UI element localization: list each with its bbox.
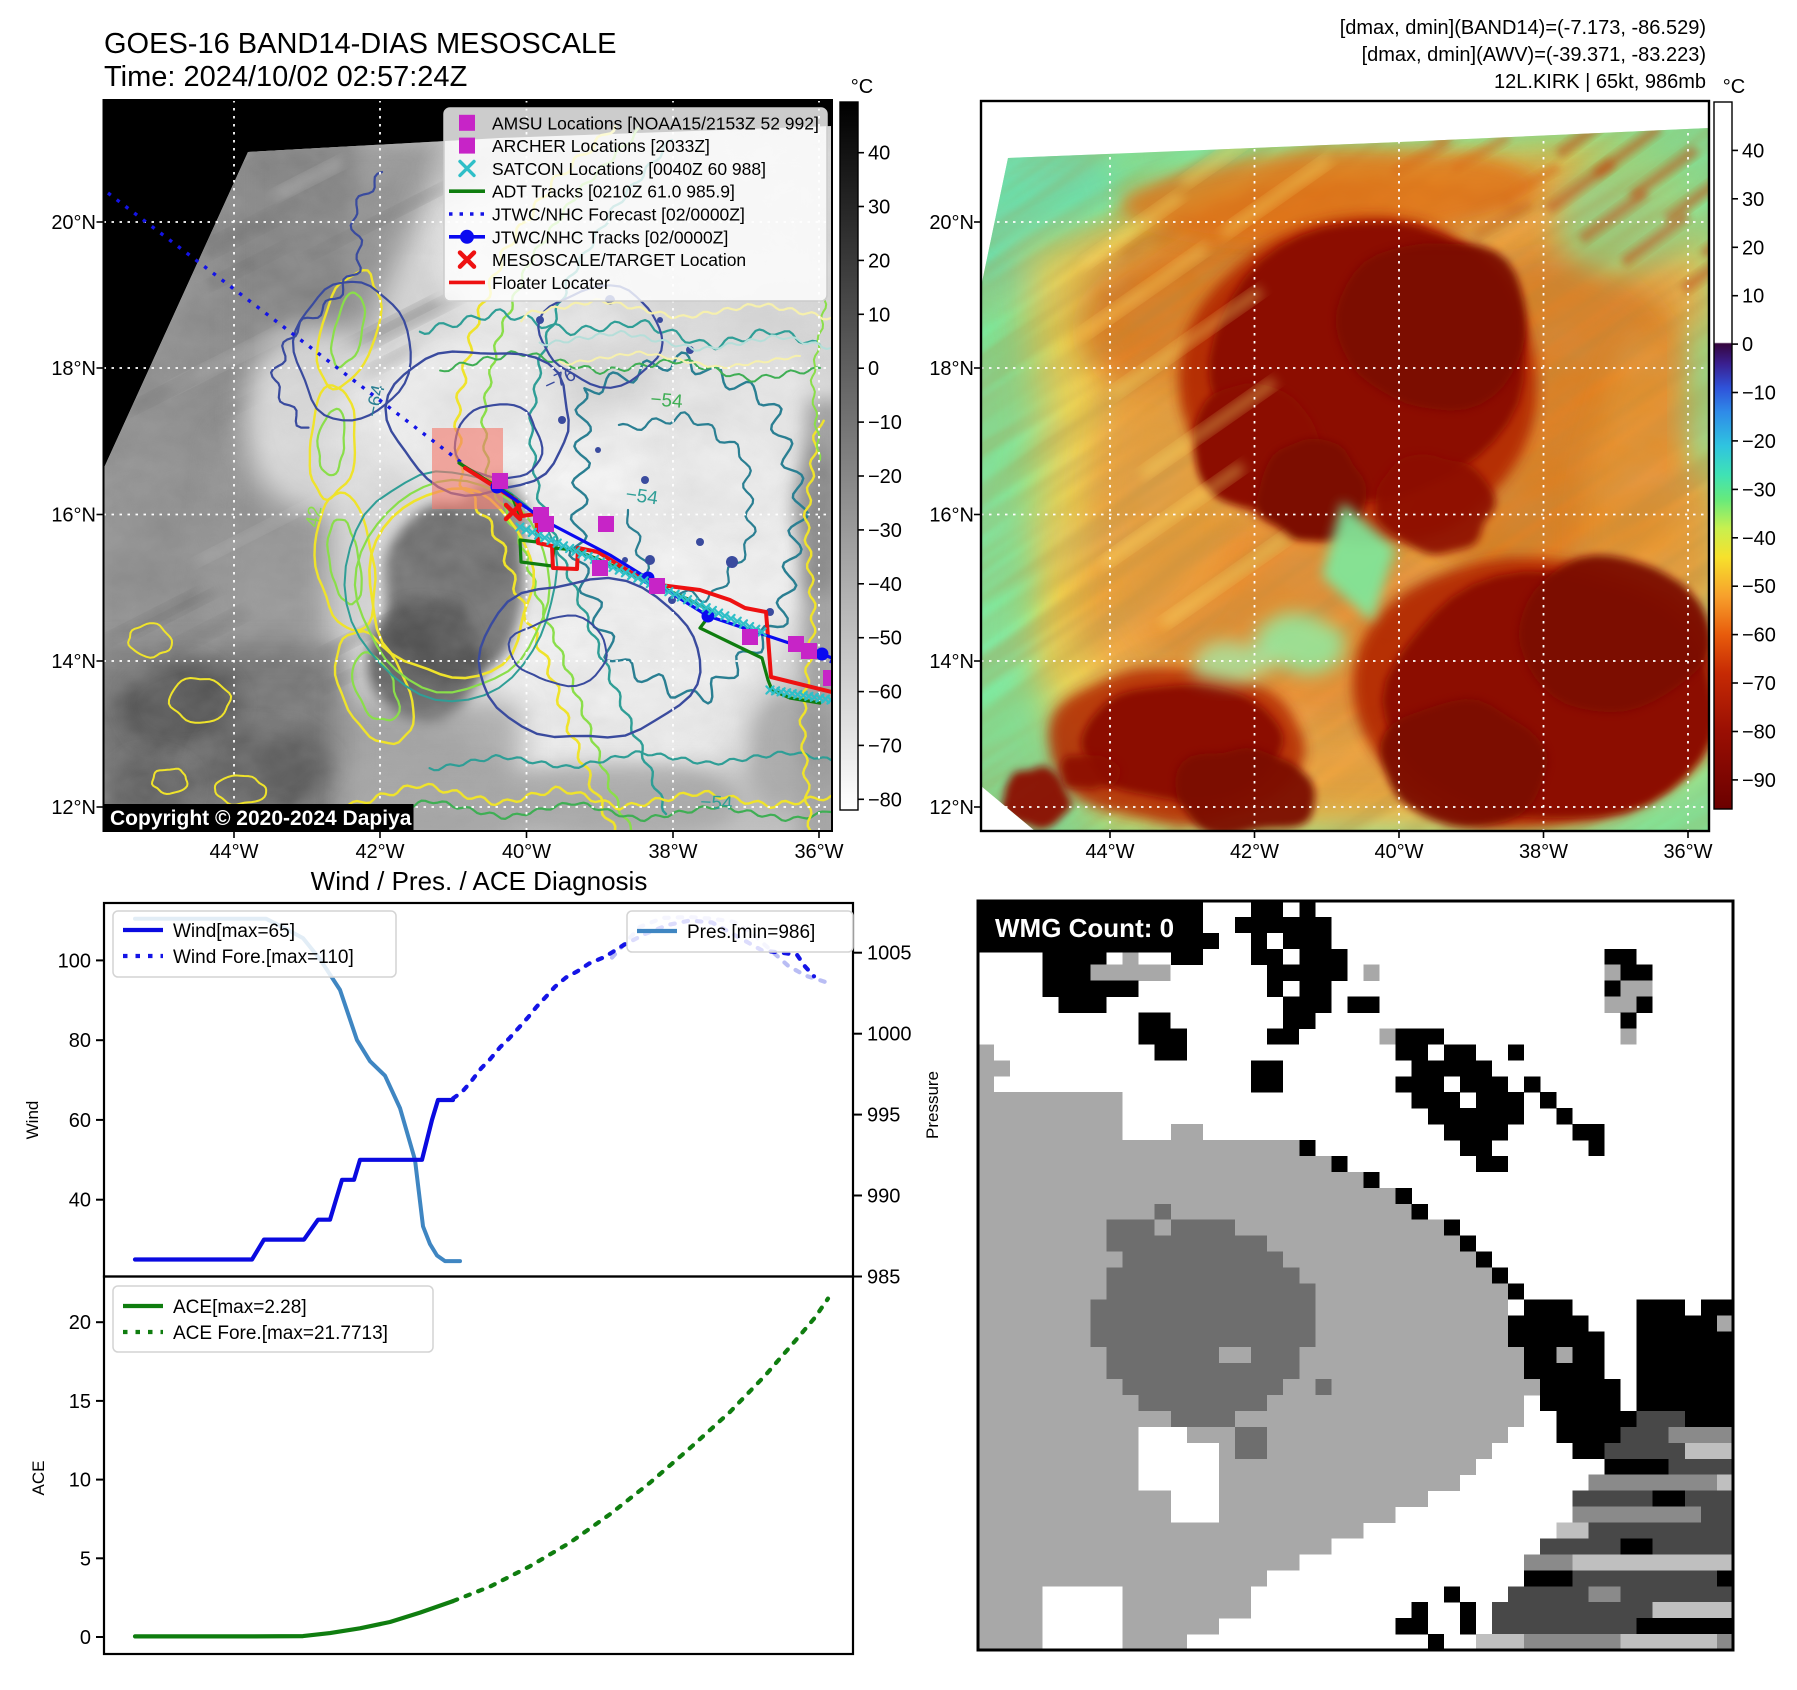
svg-text:40: 40 (1742, 140, 1764, 162)
svg-text:Wind: Wind (23, 1101, 42, 1140)
svg-text:JTWC/NHC Forecast [02/0000Z]: JTWC/NHC Forecast [02/0000Z] (492, 205, 745, 225)
svg-text:Time: 2024/10/02 02:57:24Z: Time: 2024/10/02 02:57:24Z (104, 61, 467, 93)
svg-text:15: 15 (69, 1391, 91, 1413)
svg-text:0: 0 (868, 358, 879, 380)
svg-text:20: 20 (1742, 237, 1764, 259)
svg-text:16°N: 16°N (51, 505, 96, 527)
svg-text:°C: °C (851, 76, 873, 98)
svg-text:[dmax, dmin](AWV)=(-39.371, -8: [dmax, dmin](AWV)=(-39.371, -83.223) (1362, 44, 1706, 66)
svg-text:42: 42 (302, 504, 326, 528)
svg-text:18°N: 18°N (929, 358, 974, 380)
svg-text:40°W: 40°W (1374, 841, 1423, 863)
svg-text:10: 10 (868, 304, 890, 326)
svg-text:−54: −54 (700, 792, 734, 815)
svg-text:30: 30 (1742, 189, 1764, 211)
svg-text:−50: −50 (1742, 576, 1776, 598)
svg-text:−10: −10 (1742, 383, 1776, 405)
svg-text:44°W: 44°W (209, 841, 258, 863)
svg-text:42°W: 42°W (1230, 841, 1279, 863)
svg-text:Wind[max=65]: Wind[max=65] (173, 921, 295, 942)
svg-text:60: 60 (69, 1110, 91, 1132)
svg-text:995: 995 (867, 1105, 900, 1127)
svg-text:°C: °C (1723, 76, 1745, 98)
svg-text:ACE: ACE (29, 1461, 48, 1496)
svg-text:ARCHER Locations [2033Z]: ARCHER Locations [2033Z] (492, 136, 710, 156)
svg-text:−90: −90 (1742, 770, 1776, 792)
svg-text:−54: −54 (650, 389, 684, 413)
svg-text:40: 40 (868, 143, 890, 165)
svg-text:5: 5 (80, 1548, 91, 1570)
svg-text:0: 0 (80, 1627, 91, 1649)
svg-text:1005: 1005 (867, 943, 912, 965)
svg-text:−80: −80 (1742, 722, 1776, 744)
svg-text:80: 80 (69, 1030, 91, 1052)
svg-text:AMSU Locations [NOAA15/2153Z 5: AMSU Locations [NOAA15/2153Z 52 992] (492, 113, 819, 133)
svg-text:0: 0 (1742, 334, 1753, 356)
svg-text:SATCON Locations [0040Z 60 988: SATCON Locations [0040Z 60 988] (492, 159, 766, 179)
svg-text:36°W: 36°W (794, 841, 843, 863)
svg-text:30: 30 (868, 197, 890, 219)
svg-text:16°N: 16°N (929, 505, 974, 527)
svg-text:Floater Locater: Floater Locater (492, 273, 610, 293)
svg-text:985: 985 (867, 1267, 900, 1289)
svg-text:Wind Fore.[max=110]: Wind Fore.[max=110] (173, 947, 354, 968)
svg-text:20°N: 20°N (929, 212, 974, 234)
svg-text:42°W: 42°W (355, 841, 404, 863)
svg-text:100: 100 (58, 950, 91, 972)
svg-text:−60: −60 (868, 682, 902, 704)
svg-text:20: 20 (868, 250, 890, 272)
svg-text:10: 10 (1742, 286, 1764, 308)
svg-text:−54: −54 (624, 484, 659, 509)
svg-text:20°N: 20°N (51, 212, 96, 234)
svg-text:GOES-16 BAND14-DIAS MESOSCALE: GOES-16 BAND14-DIAS MESOSCALE (104, 28, 617, 60)
svg-text:40°W: 40°W (502, 841, 551, 863)
svg-text:Pres.[min=986]: Pres.[min=986] (687, 922, 815, 943)
svg-text:Wind / Pres. / ACE Diagnosis: Wind / Pres. / ACE Diagnosis (311, 866, 648, 896)
svg-text:12L.KIRK | 65kt, 986mb: 12L.KIRK | 65kt, 986mb (1494, 71, 1706, 93)
svg-text:WMG Count: 0: WMG Count: 0 (995, 913, 1174, 943)
svg-text:10: 10 (69, 1470, 91, 1492)
svg-text:44°W: 44°W (1085, 841, 1134, 863)
svg-text:−60: −60 (1742, 625, 1776, 647)
svg-text:12°N: 12°N (929, 797, 974, 819)
svg-text:−30: −30 (1742, 479, 1776, 501)
svg-text:−30: −30 (868, 520, 902, 542)
svg-text:ACE[max=2.28]: ACE[max=2.28] (173, 1297, 307, 1318)
svg-text:−50: −50 (868, 628, 902, 650)
svg-text:−40: −40 (1742, 528, 1776, 550)
svg-text:Pressure: Pressure (923, 1071, 942, 1139)
svg-text:ACE Fore.[max=21.7713]: ACE Fore.[max=21.7713] (173, 1323, 388, 1344)
svg-text:38°W: 38°W (1519, 841, 1568, 863)
svg-text:40: 40 (69, 1190, 91, 1212)
svg-text:MESOSCALE/TARGET Location: MESOSCALE/TARGET Location (492, 250, 746, 270)
svg-text:14°N: 14°N (51, 651, 96, 673)
svg-text:1000: 1000 (867, 1024, 912, 1046)
svg-text:−20: −20 (868, 466, 902, 488)
svg-text:36°W: 36°W (1663, 841, 1712, 863)
svg-text:JTWC/NHC Tracks [02/0000Z]: JTWC/NHC Tracks [02/0000Z] (492, 227, 728, 247)
svg-text:−40: −40 (868, 574, 902, 596)
svg-text:990: 990 (867, 1186, 900, 1208)
svg-text:−10: −10 (868, 412, 902, 434)
svg-text:−20: −20 (1742, 431, 1776, 453)
svg-text:−70: −70 (1742, 673, 1776, 695)
svg-text:−80: −80 (868, 789, 902, 811)
svg-text:[dmax, dmin](BAND14)=(-7.173,: [dmax, dmin](BAND14)=(-7.173, -86.529) (1340, 17, 1706, 39)
svg-text:38°W: 38°W (648, 841, 697, 863)
svg-text:−70: −70 (868, 735, 902, 757)
svg-text:20: 20 (69, 1312, 91, 1334)
svg-text:ADT Tracks [0210Z 61.0 985.9]: ADT Tracks [0210Z 61.0 985.9] (492, 182, 735, 202)
svg-text:Copyright © 2020-2024 Dapiya: Copyright © 2020-2024 Dapiya (110, 807, 412, 830)
svg-text:12°N: 12°N (51, 797, 96, 819)
svg-text:14°N: 14°N (929, 651, 974, 673)
svg-text:18°N: 18°N (51, 358, 96, 380)
